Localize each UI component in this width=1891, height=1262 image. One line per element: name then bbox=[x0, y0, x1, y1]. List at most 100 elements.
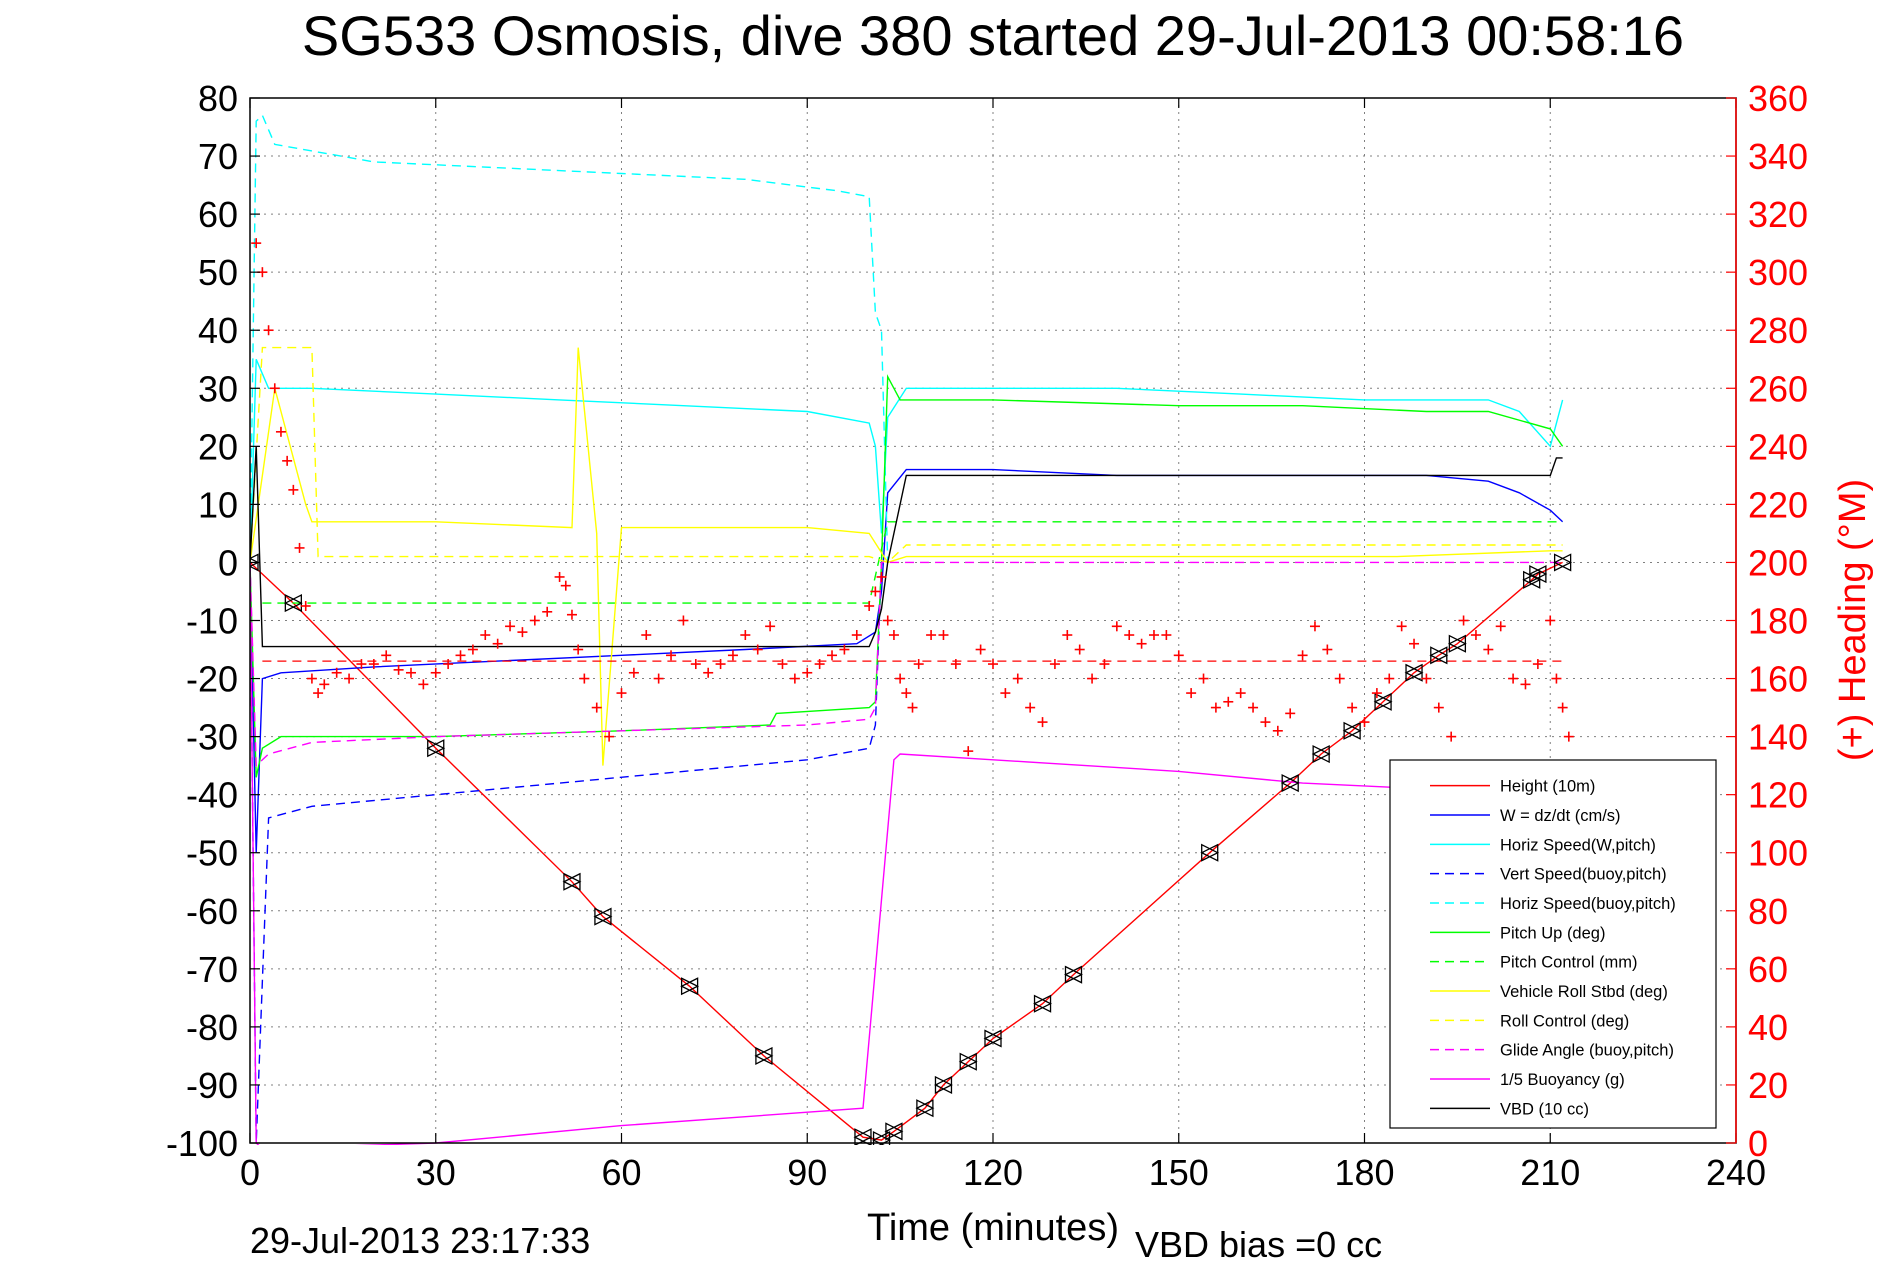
x-axis-label: Time (minutes) bbox=[867, 1207, 1119, 1249]
height-marker bbox=[680, 977, 700, 996]
heading-point bbox=[1508, 673, 1519, 684]
heading-point bbox=[1198, 673, 1209, 684]
series-line-7 bbox=[250, 347, 1563, 766]
heading-point bbox=[1210, 702, 1221, 713]
height-marker bbox=[283, 594, 303, 613]
heading-point bbox=[690, 659, 701, 670]
heading-point bbox=[368, 659, 379, 670]
heading-point bbox=[1433, 702, 1444, 713]
heading-point bbox=[492, 638, 503, 649]
heading-point bbox=[393, 664, 404, 675]
y-tick-label: -70 bbox=[186, 949, 238, 990]
heading-point bbox=[641, 630, 652, 641]
heading-point bbox=[1173, 650, 1184, 661]
heading-point bbox=[1223, 696, 1234, 707]
heading-point bbox=[381, 650, 392, 661]
height-marker bbox=[1429, 646, 1449, 665]
heading-point bbox=[263, 325, 274, 336]
heading-point bbox=[926, 630, 937, 641]
height-marker bbox=[915, 1099, 935, 1118]
heading-point bbox=[814, 659, 825, 670]
legend-entry: Horiz Speed(buoy,pitch) bbox=[1500, 895, 1676, 913]
x-tick-label: 60 bbox=[601, 1152, 641, 1193]
y2-tick-label: 140 bbox=[1748, 717, 1808, 758]
y-tick-label: -60 bbox=[186, 891, 238, 932]
heading-point bbox=[300, 600, 311, 611]
x-tick-label: 150 bbox=[1149, 1152, 1209, 1193]
heading-point bbox=[306, 673, 317, 684]
heading-point bbox=[430, 667, 441, 678]
y2-tick-label: 120 bbox=[1748, 775, 1808, 816]
heading-point bbox=[1446, 731, 1457, 742]
heading-point bbox=[1470, 630, 1481, 641]
heading-point bbox=[1384, 673, 1395, 684]
legend-entry: Vehicle Roll Stbd (deg) bbox=[1500, 983, 1668, 1001]
heading-point bbox=[1062, 630, 1073, 641]
heading-point bbox=[1396, 621, 1407, 632]
heading-point bbox=[938, 630, 949, 641]
heading-point bbox=[1161, 630, 1172, 641]
legend-entry: Horiz Speed(W,pitch) bbox=[1500, 836, 1656, 854]
y2-tick-label: 280 bbox=[1748, 310, 1808, 351]
y2-tick-label: 320 bbox=[1748, 194, 1808, 235]
height-marker bbox=[958, 1052, 978, 1071]
height-marker bbox=[426, 739, 446, 758]
legend-entry: Pitch Up (deg) bbox=[1500, 924, 1605, 942]
series-line-11 bbox=[250, 446, 1563, 648]
y2-tick-label: 40 bbox=[1748, 1007, 1788, 1048]
y2-tick-label: 80 bbox=[1748, 891, 1788, 932]
height-marker bbox=[872, 1131, 892, 1145]
y2-tick-label: 200 bbox=[1748, 542, 1808, 583]
y2-tick-label: 60 bbox=[1748, 949, 1788, 990]
heading-point bbox=[907, 702, 918, 713]
height-marker bbox=[853, 1128, 873, 1145]
y-tick-label: -100 bbox=[166, 1123, 238, 1164]
ticks-layer: 0 30 60 90 120 150 180 210 24080706050403020100-… bbox=[166, 78, 1808, 1193]
y-tick-label: 20 bbox=[198, 426, 238, 467]
y-tick-label: -10 bbox=[186, 601, 238, 642]
heading-point bbox=[455, 650, 466, 661]
heading-point bbox=[1087, 673, 1098, 684]
height-marker bbox=[1404, 663, 1424, 682]
heading-point bbox=[604, 731, 615, 742]
heading-point bbox=[480, 630, 491, 641]
heading-point bbox=[789, 673, 800, 684]
y-tick-label: -90 bbox=[186, 1065, 238, 1106]
heading-point bbox=[529, 615, 540, 626]
heading-point bbox=[616, 688, 627, 699]
y2-tick-label: 360 bbox=[1748, 78, 1808, 119]
heading-point bbox=[1124, 630, 1135, 641]
heading-point bbox=[727, 650, 738, 661]
heading-point bbox=[467, 644, 478, 655]
height-marker bbox=[934, 1075, 953, 1094]
y2-tick-label: 260 bbox=[1748, 368, 1808, 409]
y2-tick-label: 160 bbox=[1748, 659, 1808, 700]
heading-point bbox=[517, 627, 528, 638]
y2-tick-label: 20 bbox=[1748, 1065, 1788, 1106]
heading-point bbox=[443, 659, 454, 670]
height-marker bbox=[754, 1046, 774, 1065]
y-tick-label: -20 bbox=[186, 659, 238, 700]
heading-point bbox=[988, 659, 998, 670]
heading-point bbox=[344, 673, 355, 684]
series-line-4 bbox=[250, 114, 889, 563]
height-marker bbox=[884, 1122, 904, 1141]
heading-point bbox=[288, 484, 299, 495]
height-marker bbox=[983, 1029, 1003, 1048]
heading-point bbox=[294, 542, 305, 553]
series-line-5 bbox=[250, 374, 1564, 778]
heading-point bbox=[628, 667, 639, 678]
y-tick-label: 40 bbox=[198, 310, 238, 351]
heading-point bbox=[1557, 702, 1568, 713]
y2-tick-label: 220 bbox=[1748, 484, 1808, 525]
y2-tick-label: 240 bbox=[1748, 426, 1808, 467]
heading-point bbox=[888, 630, 899, 641]
heading-point bbox=[1186, 688, 1197, 699]
series-layer bbox=[250, 114, 1574, 1145]
heading-point bbox=[1025, 702, 1036, 713]
height-marker bbox=[1553, 553, 1573, 572]
height-marker bbox=[1033, 994, 1052, 1013]
heading-point bbox=[275, 426, 286, 437]
heading-point bbox=[591, 702, 602, 713]
